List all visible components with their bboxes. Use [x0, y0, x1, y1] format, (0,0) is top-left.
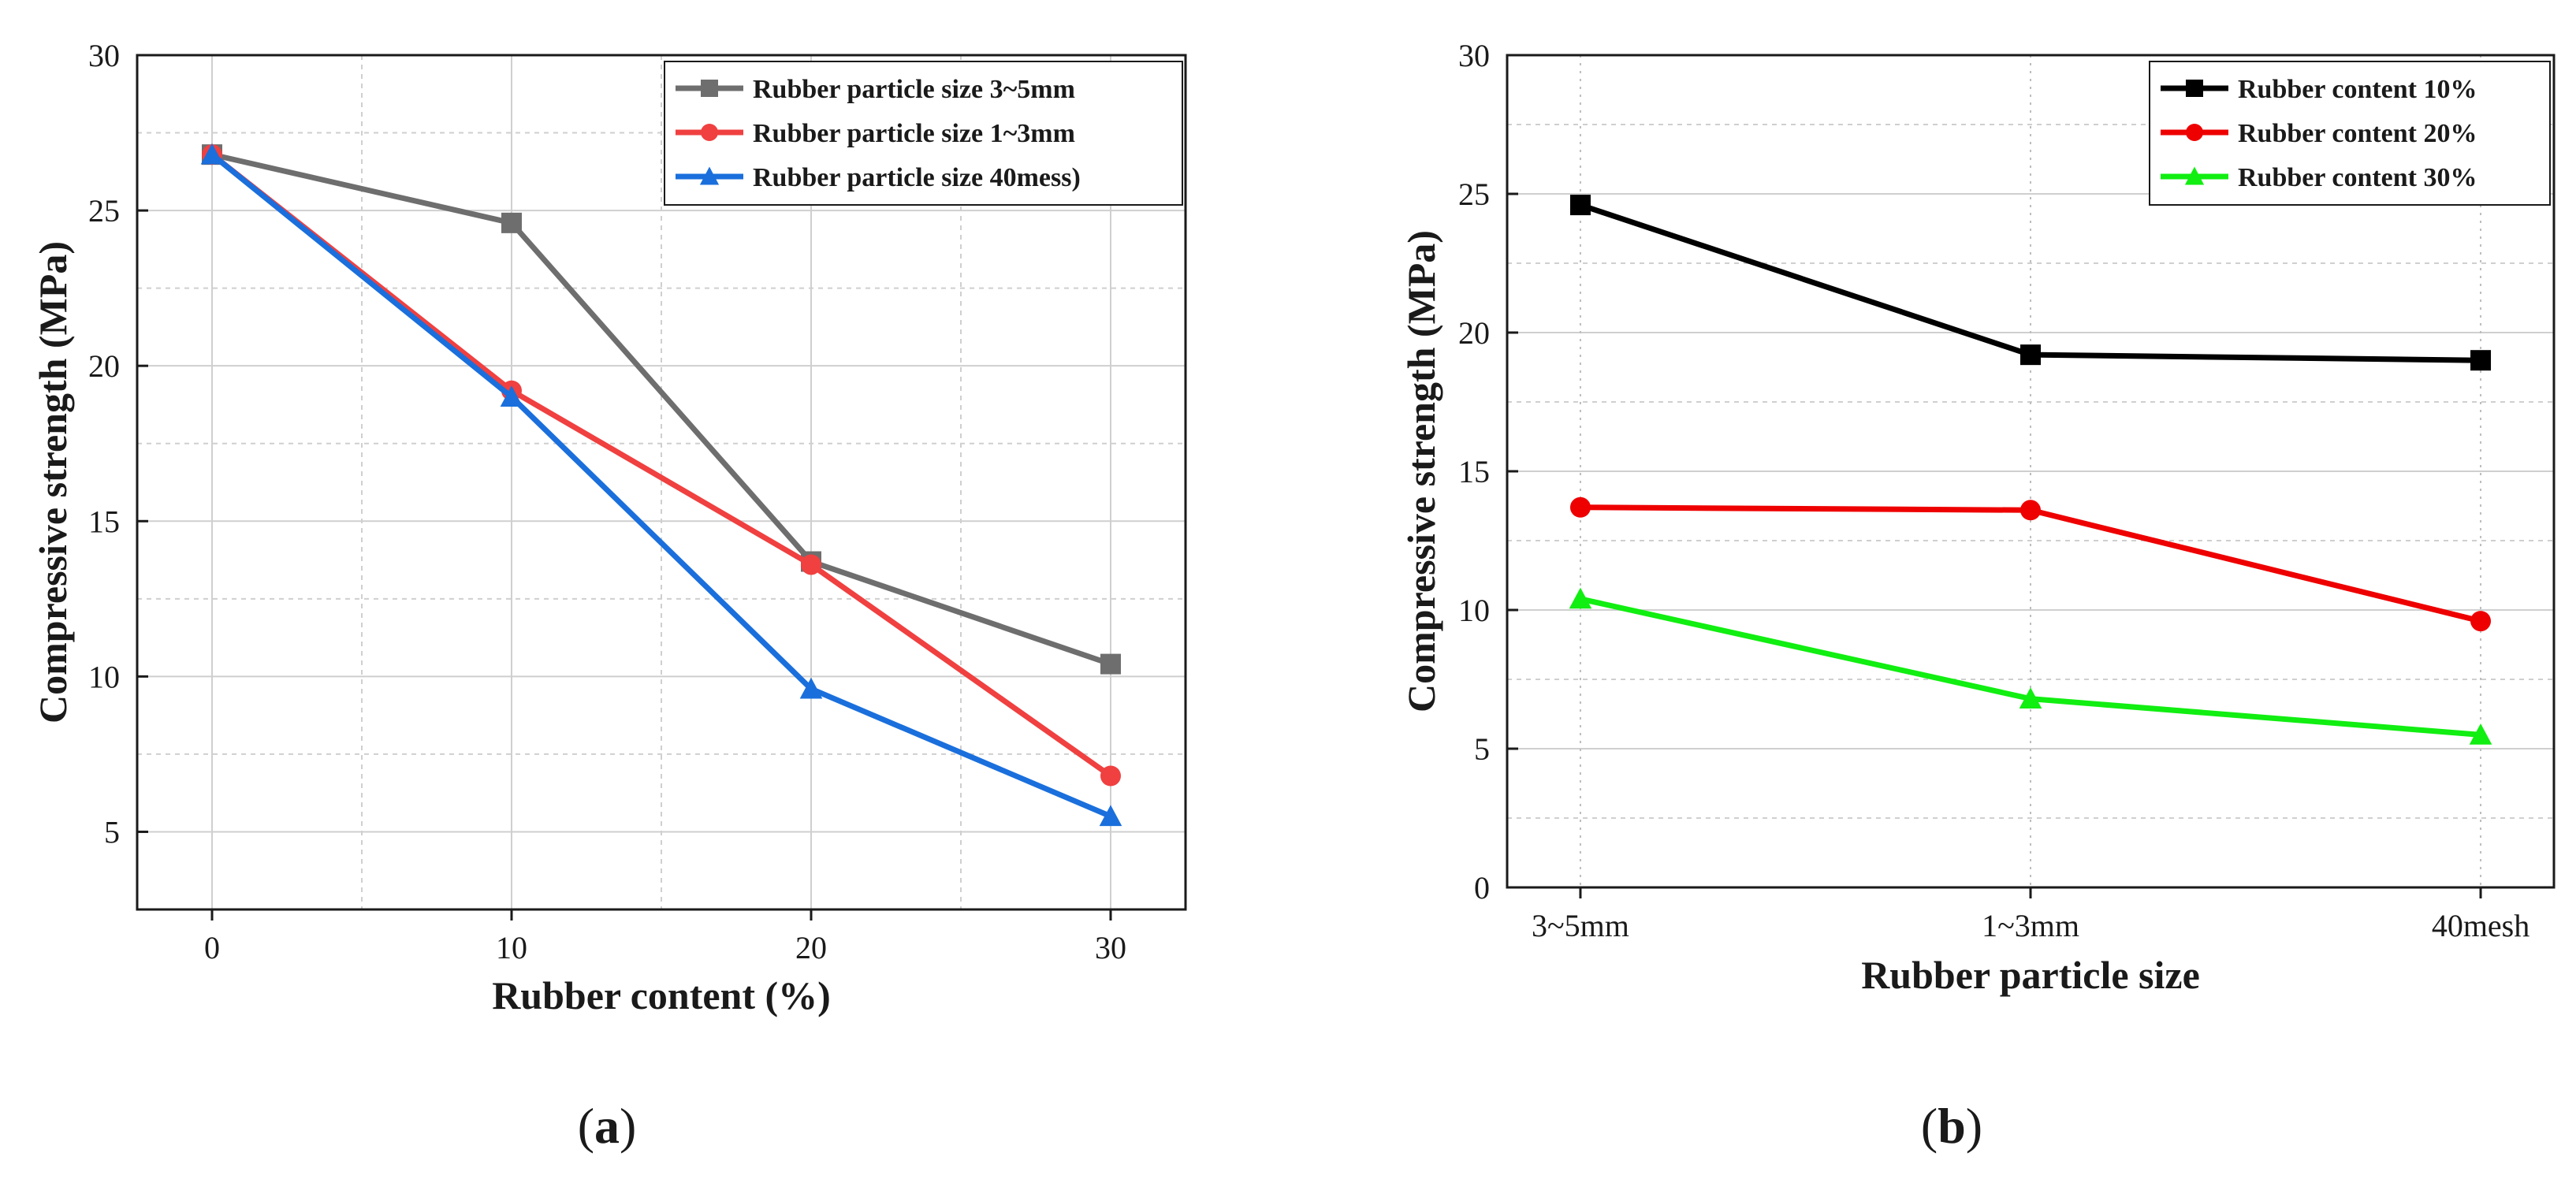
- data-point-rubber-particle-size-3-5mm-10: [501, 212, 522, 233]
- data-point-rubber-particle-size-1-3mm-20: [801, 554, 821, 575]
- x-tick-label-40mesh: 40mesh: [2432, 908, 2529, 943]
- legend-marker: [701, 124, 718, 141]
- x-tick-label-0: 0: [204, 930, 220, 965]
- series-rubber-content-10: [1569, 195, 2492, 371]
- y-tick-label-0: 0: [1474, 870, 1490, 906]
- panel-label: (b): [1921, 1098, 1982, 1154]
- panel-label-letter: b: [1938, 1098, 1966, 1154]
- x-tick-label-1-3mm: 1~3mm: [1982, 908, 2079, 943]
- data-point-rubber-particle-size-40mess-20: [799, 677, 823, 699]
- legend-entry-rubber-particle-size-3-5mm: Rubber particle size 3~5mm: [676, 75, 1075, 104]
- data-point-rubber-content-30-40mesh: [2469, 723, 2492, 745]
- y-tick-label-25: 25: [1458, 177, 1490, 212]
- plot-frame: [136, 54, 1187, 911]
- x-axis-title: Rubber particle size: [1861, 953, 2200, 997]
- legend-label-rubber-content-30: Rubber content 30%: [2238, 163, 2477, 192]
- y-tick-label-20: 20: [88, 348, 120, 384]
- legend-entry-rubber-content-10: Rubber content 10%: [2161, 75, 2477, 104]
- series-group: [200, 143, 1122, 827]
- y-tick-label-10: 10: [88, 659, 120, 694]
- legend-entry-rubber-content-30: Rubber content 30%: [2161, 163, 2477, 192]
- legend-label-rubber-particle-size-1-3mm: Rubber particle size 1~3mm: [753, 119, 1075, 148]
- series-line-rubber-particle-size-3-5mm: [211, 151, 1112, 667]
- legend-entry-rubber-content-20: Rubber content 20%: [2161, 119, 2477, 148]
- data-point-rubber-content-10-40mesh: [2470, 350, 2492, 371]
- chart-b: 0 5 10 15 20 25 30 3~5mm 1~3mm 40mesh Rubber parti…: [1399, 38, 2556, 1154]
- data-point-rubber-content-30-1-3mm: [2019, 687, 2042, 709]
- data-point-rubber-content-30-3-5mm: [1569, 587, 1592, 609]
- legend-marker: [2186, 124, 2203, 141]
- legend-label-rubber-particle-size-3-5mm: Rubber particle size 3~5mm: [753, 75, 1075, 104]
- x-tick-label-30: 30: [1095, 930, 1126, 965]
- data-point-rubber-content-20-3-5mm: [1569, 497, 1591, 518]
- y-tick-label-20: 20: [1458, 315, 1490, 351]
- y-tick-label-15: 15: [1458, 454, 1490, 489]
- legend-marker: [2184, 166, 2205, 185]
- data-point-rubber-content-10-1-3mm: [2020, 344, 2041, 366]
- legend-box: [664, 61, 1183, 206]
- x-tick-label-10: 10: [496, 930, 527, 965]
- series-group: [1569, 195, 2492, 745]
- legend-marker: [701, 80, 718, 97]
- panel-label-letter: a: [594, 1098, 620, 1154]
- panel-label: (a): [578, 1098, 637, 1154]
- panel-label-open: (: [1921, 1098, 1938, 1154]
- gridlines: [1507, 55, 2554, 887]
- series-rubber-content-20: [1569, 497, 2492, 632]
- y-tick-label-5: 5: [104, 814, 120, 850]
- panel-label-close: ): [620, 1098, 636, 1154]
- data-point-rubber-particle-size-40mess-30: [1099, 805, 1122, 827]
- series-line-rubber-content-10: [1579, 202, 2481, 363]
- y-axis-title: Compressive strength (MPa): [31, 241, 75, 723]
- y-tick-label-30: 30: [88, 38, 120, 73]
- legend-label-rubber-content-20: Rubber content 20%: [2238, 119, 2477, 148]
- series-rubber-particle-size-40mess: [200, 143, 1122, 827]
- legend-box: [2149, 61, 2551, 206]
- legend-marker: [2186, 80, 2203, 97]
- data-point-rubber-content-10-3-5mm: [1569, 195, 1591, 216]
- y-axis: 5 10 15 20 25 30: [88, 38, 148, 850]
- y-axis-title: Compressive strength (MPa): [1399, 230, 1443, 712]
- panel-label-close: ): [1966, 1098, 1982, 1154]
- series-line-rubber-content-30: [1580, 596, 2481, 738]
- data-point-rubber-content-20-1-3mm: [2020, 500, 2041, 521]
- y-axis: 0 5 10 15 20 25 30: [1458, 38, 1518, 906]
- series-rubber-content-30: [1569, 587, 2492, 745]
- legend: Rubber particle size 3~5mm Rubber particl…: [664, 61, 1183, 206]
- data-point-rubber-particle-size-1-3mm-30: [1100, 765, 1121, 787]
- y-tick-label-15: 15: [88, 504, 120, 539]
- x-axis: 3~5mm 1~3mm 40mesh: [1532, 887, 2529, 943]
- x-tick-label-3-5mm: 3~5mm: [1532, 908, 1629, 943]
- panel-label-open: (: [578, 1098, 594, 1154]
- y-tick-label-5: 5: [1474, 731, 1490, 767]
- data-point-rubber-particle-size-40mess-0: [200, 143, 224, 165]
- series-line-rubber-particle-size-40mess: [210, 152, 1112, 819]
- y-tick-label-10: 10: [1458, 593, 1490, 628]
- data-point-rubber-content-20-40mesh: [2470, 611, 2492, 632]
- data-point-rubber-particle-size-40mess-10: [500, 385, 523, 407]
- legend-entry-rubber-particle-size-1-3mm: Rubber particle size 1~3mm: [676, 119, 1075, 148]
- series-line-rubber-content-20: [1580, 504, 2481, 624]
- legend-label-rubber-content-10: Rubber content 10%: [2238, 75, 2477, 104]
- chart-a: 5 10 15 20 25 30 0 10 20 30 Rubber content (%) Comp…: [31, 38, 1187, 1154]
- y-tick-label-25: 25: [88, 193, 120, 229]
- legend-marker: [699, 166, 720, 185]
- legend-label-rubber-particle-size-40mess: Rubber particle size 40mess): [753, 163, 1081, 192]
- x-axis-title: Rubber content (%): [492, 973, 831, 1017]
- gridlines: [137, 55, 1186, 909]
- data-point-rubber-particle-size-3-5mm-30: [1100, 653, 1121, 675]
- legend: Rubber content 10% Rubber content 20% Rubb…: [2149, 61, 2551, 206]
- y-tick-label-30: 30: [1458, 38, 1490, 73]
- legend-entry-rubber-particle-size-40mess: Rubber particle size 40mess): [676, 163, 1081, 192]
- x-tick-label-20: 20: [795, 930, 827, 965]
- x-axis: 0 10 20 30: [204, 909, 1126, 965]
- axes: [136, 54, 1187, 911]
